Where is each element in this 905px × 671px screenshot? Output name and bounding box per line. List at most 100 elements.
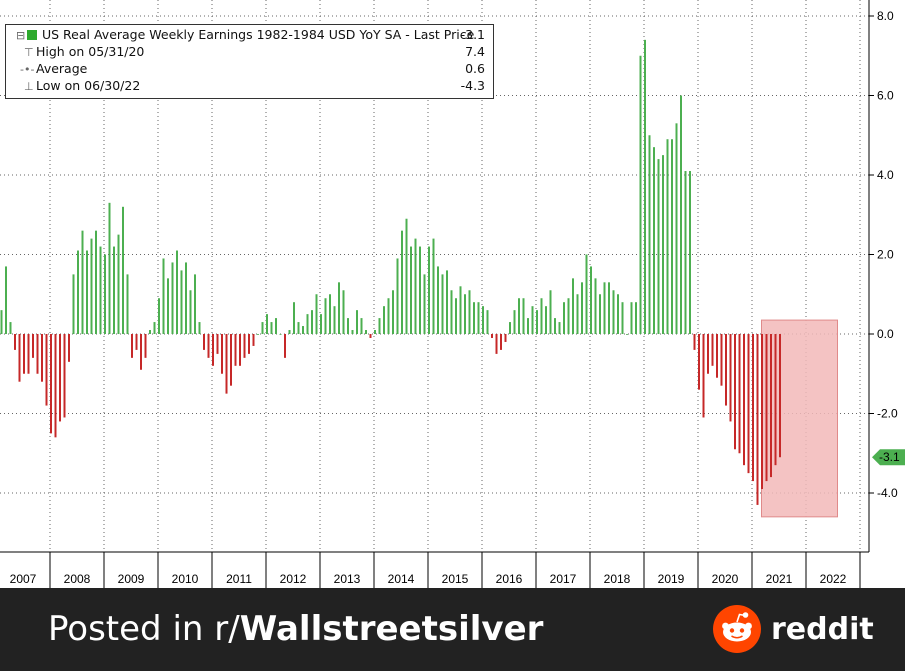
bar (342, 290, 345, 334)
bar (603, 282, 606, 334)
bar (194, 274, 196, 335)
bar (527, 318, 529, 334)
x-tick-label: 2016 (496, 572, 523, 586)
bar (360, 318, 363, 334)
bar (662, 155, 664, 335)
bar (126, 274, 129, 335)
bars (0, 39, 781, 505)
y-tick-label: -4.0 (877, 486, 898, 500)
bar (545, 306, 547, 334)
low-marker-icon: ⊥ (24, 80, 34, 93)
bar (657, 159, 660, 334)
bar (518, 298, 520, 334)
bar (779, 334, 781, 458)
bar (275, 318, 277, 334)
bar (347, 318, 349, 334)
legend-average-value: 0.6 (465, 61, 485, 76)
bar (5, 266, 7, 334)
bar (239, 334, 241, 366)
bar (702, 334, 705, 418)
x-tick-label: 2013 (334, 572, 361, 586)
bar (171, 262, 174, 334)
bar (356, 310, 358, 334)
bar (509, 322, 511, 334)
bar (72, 274, 75, 335)
bar (648, 135, 651, 334)
bar (504, 334, 507, 342)
x-tick-label: 2022 (820, 572, 847, 586)
x-tick-label: 2007 (10, 572, 37, 586)
last-value-tag: -3.1 (872, 449, 905, 466)
bar (252, 334, 255, 346)
y-tick-label: -2.0 (877, 407, 898, 421)
x-tick-label: 2014 (388, 572, 415, 586)
grid-lines (0, 0, 869, 552)
legend-title-value: -3.1 (460, 27, 485, 42)
bar (266, 314, 268, 335)
bar (639, 55, 642, 334)
bar (351, 330, 354, 334)
bar (716, 334, 718, 378)
bar (95, 230, 97, 334)
footer-bar: Posted in r/Wallstreetsilver reddit (0, 588, 905, 671)
bar (144, 334, 147, 358)
bar (626, 334, 628, 335)
reddit-logo-icon[interactable] (713, 605, 761, 653)
bar (405, 218, 408, 334)
bar (392, 290, 394, 334)
bar (122, 206, 124, 334)
y-tick-label: 0.0 (877, 327, 894, 341)
bar (455, 298, 457, 334)
bar (540, 298, 543, 334)
bar (108, 202, 111, 334)
average-marker-icon: -•- (20, 63, 35, 76)
bar (761, 334, 763, 490)
bar (549, 290, 552, 334)
bar (500, 334, 502, 350)
bar (491, 334, 493, 338)
legend-high-value: 7.4 (465, 44, 485, 59)
bar (446, 270, 448, 334)
bar (468, 290, 471, 334)
bar (459, 286, 462, 334)
bar (131, 334, 133, 358)
bar (635, 302, 637, 334)
bar (738, 334, 741, 454)
bar (374, 330, 376, 334)
bar (536, 310, 538, 334)
bar (572, 278, 574, 334)
x-tick-label: 2017 (550, 572, 577, 586)
x-ticks: 2007 2008 2009 2010 2011 2012 2013 2014 2015 2016… (10, 552, 861, 588)
subreddit-link[interactable]: Wallstreetsilver (239, 609, 544, 649)
x-tick-label: 2019 (658, 572, 685, 586)
bar (311, 310, 313, 334)
bar (644, 39, 646, 334)
bar (225, 334, 228, 394)
bar (441, 274, 444, 335)
bar (338, 282, 340, 334)
bar (369, 334, 372, 338)
bar (293, 302, 295, 334)
bar (752, 334, 754, 482)
chart: 8.0 6.0 4.0 2.0 0.0 -2.0 -4.0 2007 2008 2009 2010… (0, 0, 905, 588)
x-tick-label: 2015 (442, 572, 469, 586)
bar (693, 334, 696, 350)
x-tick-label: 2012 (280, 572, 307, 586)
bar (104, 254, 106, 334)
last-value-tag-shape (872, 449, 905, 466)
bar (261, 322, 264, 334)
legend-title-row: ⊟ US Real Average Weekly Earnings 1982-1… (6, 27, 485, 43)
bar (50, 334, 52, 434)
bar (576, 294, 579, 334)
bar (68, 334, 70, 362)
bar (14, 334, 16, 350)
bar (729, 334, 732, 422)
collapse-icon[interactable]: ⊟ (16, 29, 26, 42)
bar (189, 290, 192, 334)
bar (671, 139, 673, 334)
bar (608, 282, 610, 334)
bar (617, 294, 619, 334)
bar (473, 302, 475, 334)
y-tick-label: 4.0 (877, 168, 894, 182)
bar (207, 334, 210, 358)
